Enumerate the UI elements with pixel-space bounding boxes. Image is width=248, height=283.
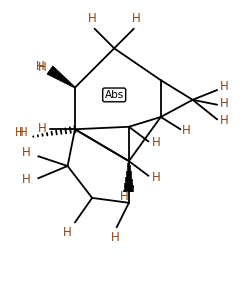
Text: H: H [38,121,47,134]
Text: H: H [152,171,161,184]
Text: H: H [22,173,31,186]
Text: H: H [63,226,72,239]
Text: H: H [22,146,31,159]
Text: H: H [132,12,141,25]
Text: H: H [220,80,228,93]
Text: H: H [88,12,96,25]
Text: Abs: Abs [105,90,124,100]
Text: H: H [18,127,27,140]
Text: H: H [111,231,120,244]
Text: H: H [220,114,228,127]
Text: H: H [120,190,129,203]
Text: H: H [152,136,161,149]
Text: H: H [15,127,24,140]
Text: H: H [38,61,47,74]
Text: H: H [182,124,190,137]
Text: H: H [35,60,44,73]
Text: H: H [220,97,228,110]
